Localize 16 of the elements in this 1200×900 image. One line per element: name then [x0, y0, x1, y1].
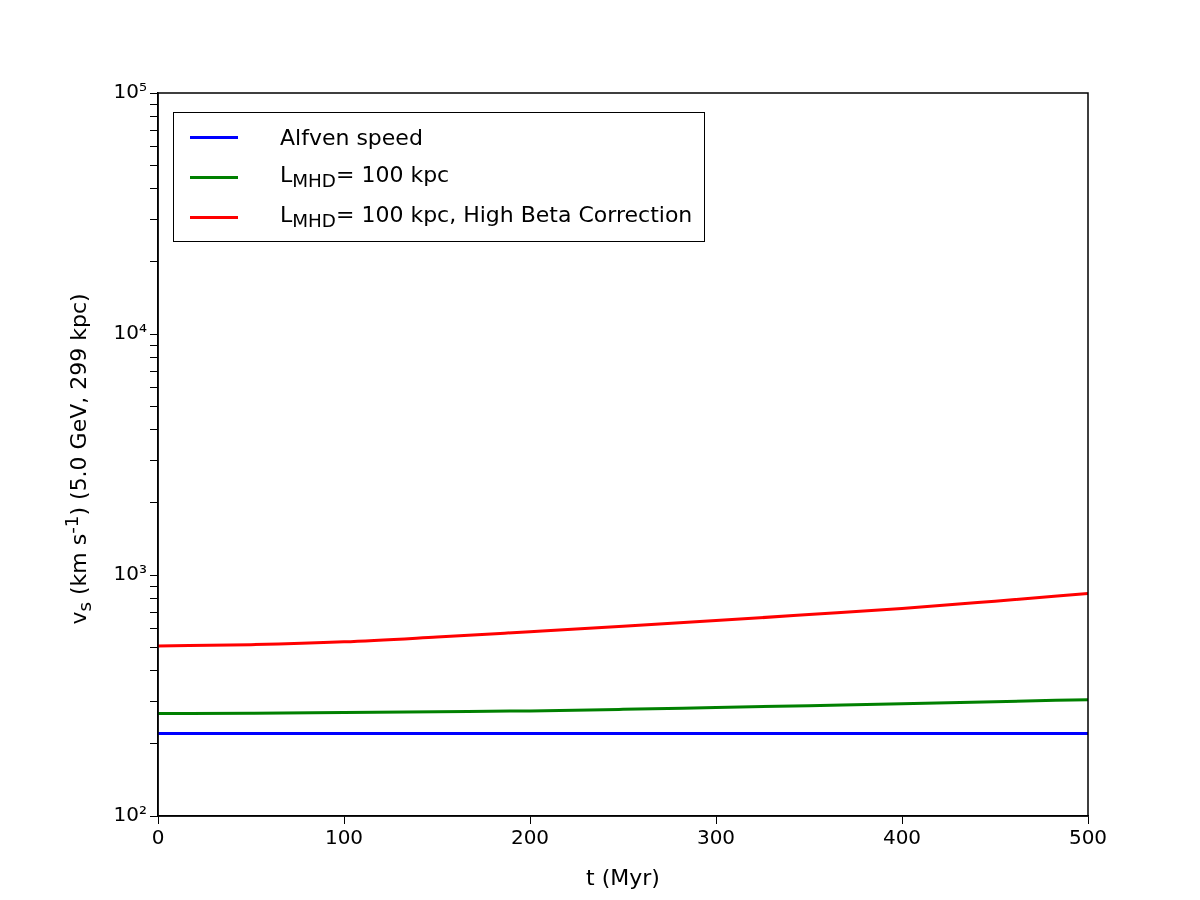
- y-tick-label: 10³: [113, 561, 147, 586]
- x-tick-label: 100: [324, 825, 364, 850]
- legend-label: L$_{MHD}$= 100 kpc: [280, 162, 450, 192]
- line-series: [158, 591, 1088, 648]
- x-tick-label: 0: [151, 825, 165, 850]
- y-tick-label: 10²: [113, 802, 147, 827]
- x-axis-title: t (Myr): [586, 864, 660, 890]
- x-tick-label: 400: [882, 825, 922, 850]
- x-tick-label: 300: [696, 825, 736, 850]
- legend-label: L$_{MHD}$= 100 kpc, High Beta Correction: [280, 202, 693, 232]
- x-tick-label: 500: [1068, 825, 1108, 850]
- x-tick-label: 200: [510, 825, 550, 850]
- y-tick-label: 10⁴: [113, 320, 147, 345]
- legend-label: Alfven speed: [280, 124, 423, 150]
- y-tick-label: 10⁵: [113, 79, 147, 104]
- line-series: [158, 698, 1088, 716]
